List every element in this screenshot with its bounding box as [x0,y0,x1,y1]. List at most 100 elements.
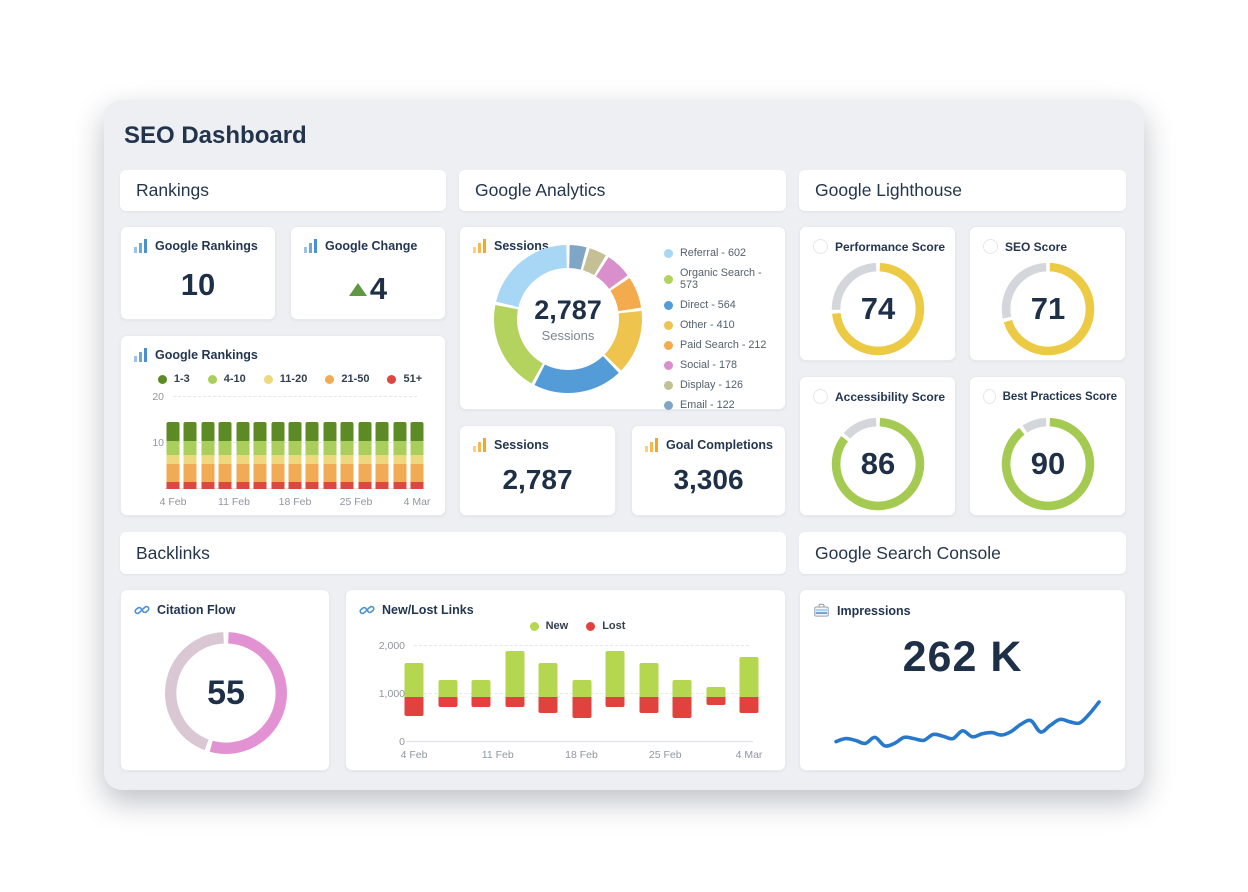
legend-item[interactable]: 4-10 [207,373,246,385]
card-accessibility-score[interactable]: Accessibility Score 86 [799,376,956,516]
card-sessions-stat[interactable]: Sessions 2,787 [459,425,616,516]
stacked-bar [323,422,337,489]
bar-segment-new [605,651,625,698]
bar-segment-new [739,657,759,698]
card-rankings-chart[interactable]: Google Rankings 1-3 4-10 11-20 21-50 51+ 10 2… [120,335,446,516]
legend-item[interactable]: Lost [586,620,625,632]
bar-segment-1-3 [288,422,302,441]
bar-segment-new [438,680,457,698]
bar-segment-21-50 [375,463,389,483]
bar-segment-51+ [183,482,197,489]
card-new-lost-links[interactable]: New/Lost Links New Lost 0 1,000 2,000 4 Feb 1… [345,589,786,771]
legend-item[interactable]: Paid Search - 212 [664,339,779,351]
x-axis-tick: 25 Feb [648,749,682,761]
legend-item[interactable]: 21-50 [325,373,369,385]
card-citation-flow[interactable]: Citation Flow 55 [120,589,330,771]
legend-item[interactable]: 51+ [387,373,422,385]
bar-segment-11-20 [305,454,319,464]
bar-segment-1-3 [410,422,424,441]
goal-completions-value: 3,306 [673,464,744,495]
legend-item[interactable]: New [529,620,568,632]
bar-segment-51+ [410,482,424,489]
legend-dot-icon [325,374,335,384]
bar-segment-11-20 [410,454,424,464]
bar-segment-new [404,662,424,698]
stacked-bar [218,422,232,489]
bar-chart-icon [473,239,486,253]
card-title: Best Practices Score [1002,390,1117,403]
card-title: Sessions [494,438,549,452]
bar-segment-4-10 [218,440,232,455]
google-change-value: 4 [369,271,388,306]
briefcase-icon [814,603,829,617]
card-title: SEO Score [1005,239,1068,254]
legend-item[interactable]: Other - 410 [664,319,779,331]
best-practices-gauge [1001,417,1095,511]
bar-chart-icon [304,239,317,253]
bar-segment-lost [538,697,558,713]
legend-item[interactable]: Direct - 564 [664,299,779,311]
card-impressions[interactable]: Impressions 262 K [799,589,1126,771]
stacked-bar [201,422,215,489]
legend-item[interactable]: 11-20 [263,373,307,385]
bar-chart-icon [473,438,486,452]
bar-segment-21-50 [358,463,372,483]
legend-item[interactable]: Referral - 602 [664,247,779,259]
card-google-change[interactable]: Google Change 4 [290,226,446,320]
bar-segment-lost [438,697,457,707]
bar-segment-21-50 [410,463,424,483]
bar-segment-11-20 [340,454,354,464]
bar-segment-51+ [358,482,372,489]
bar-segment-new [471,679,491,698]
bar-segment-21-50 [183,463,197,483]
gridline [414,645,749,646]
card-title: Google Change [325,239,418,253]
x-axis-tick: 25 Feb [339,496,373,508]
x-axis-line [406,741,753,742]
bar-segment-1-3 [201,422,215,441]
dashboard-panel: SEO Dashboard Rankings Google Analytics … [104,100,1144,790]
bar-segment-lost [706,697,725,706]
card-title: Goal Completions [666,438,773,452]
bar-segment-21-50 [218,463,232,483]
bar-segment-11-20 [166,454,180,464]
legend-item[interactable]: Organic Search - 573 [664,267,779,291]
legend-label: Referral - 602 [680,247,747,259]
sessions-donut-legend: Referral - 602 Organic Search - 573 Direct… [664,247,779,411]
bar-segment-11-20 [236,454,250,464]
card-performance-score[interactable]: Performance Score 74 [799,226,956,361]
circle-icon [983,239,998,254]
x-axis-tick: 11 Feb [481,749,514,761]
bar-segment-4-10 [393,440,407,455]
legend-dot-icon [664,274,673,284]
bar-segment-21-50 [271,463,285,483]
card-goal-completions[interactable]: Goal Completions 3,306 [631,425,786,516]
card-sessions-donut[interactable]: Sessions 2,787 Sessions Referral - 602 Or… [459,226,786,411]
bar-segment-lost [672,697,692,719]
legend-item[interactable]: Email - 122 [664,399,779,411]
bar-segment-1-3 [375,422,389,441]
legend-item[interactable]: 1-3 [157,373,190,385]
bar-segment-new [538,662,558,698]
legend-item[interactable]: Display - 126 [664,379,779,391]
google-rankings-value: 10 [180,267,216,302]
section-lighthouse-title: Google Lighthouse [815,180,962,200]
bar-segment-4-10 [323,440,337,455]
bar-segment-4-10 [410,440,424,455]
performance-gauge [831,262,925,356]
card-title: Accessibility Score [835,389,946,404]
card-best-practices-score[interactable]: Best Practices Score 90 [969,376,1126,516]
legend-label: Lost [602,620,626,632]
stacked-bar [271,422,285,489]
impressions-value: 262 K [902,633,1023,681]
legend-item[interactable]: Social - 178 [664,359,779,371]
card-seo-score[interactable]: SEO Score 71 [969,226,1126,361]
legend-label: 1-3 [173,373,190,385]
card-title: Impressions [837,603,911,618]
card-google-rankings-stat[interactable]: Google Rankings 10 [120,226,276,320]
bar-segment-1-3 [183,422,197,441]
bar-segment-4-10 [375,440,389,455]
bar-segment-1-3 [305,422,319,441]
citation-flow-value: 55 [207,673,245,712]
legend-dot-icon [586,621,596,631]
